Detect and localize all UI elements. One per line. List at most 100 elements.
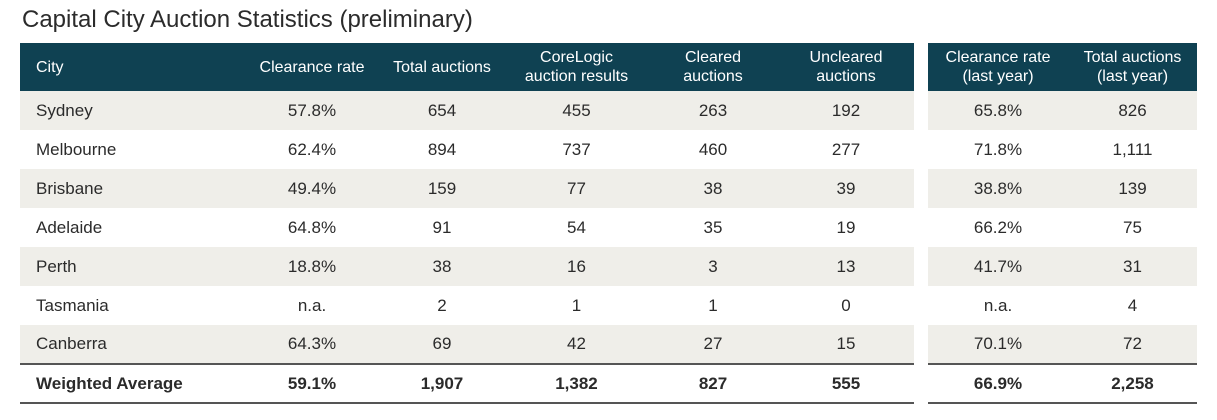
- col-header-total-last-year-line2: (last year): [1096, 68, 1169, 85]
- weighted-average-row: Weighted Average 59.1% 1,907 1,382 827 5…: [20, 363, 914, 404]
- table-row: Sydney 57.8% 654 455 263 192: [20, 91, 914, 130]
- table-row: Melbourne 62.4% 894 737 460 277: [20, 130, 914, 169]
- col-header-total-last-year-line1: Total auctions: [1083, 49, 1182, 66]
- cell-city: Sydney: [20, 91, 245, 130]
- cell-clearance-rate: 18.8%: [245, 247, 379, 286]
- col-header-uncleared-line1: Uncleared: [809, 49, 883, 66]
- total-corelogic: 1,382: [505, 363, 648, 404]
- cell-cleared: 460: [648, 130, 778, 169]
- cell-clearance-last-year: 70.1%: [928, 325, 1068, 364]
- cell-clearance-rate: 57.8%: [245, 91, 379, 130]
- cell-uncleared: 19: [778, 208, 914, 247]
- cell-clearance-last-year: 38.8%: [928, 169, 1068, 208]
- col-header-clearance-last-year-line2: (last year): [962, 68, 1034, 85]
- cell-clearance-rate: 64.3%: [245, 325, 379, 364]
- cell-clearance-rate: 62.4%: [245, 130, 379, 169]
- col-header-total-last-year: Total auctions (last year): [1068, 43, 1197, 91]
- cell-uncleared: 15: [778, 325, 914, 364]
- cell-uncleared: 277: [778, 130, 914, 169]
- last-year-header-row: Clearance rate (last year) Total auction…: [928, 43, 1197, 91]
- cell-cleared: 3: [648, 247, 778, 286]
- last-year-weighted-average-row: 66.9% 2,258: [928, 363, 1197, 404]
- cell-total-last-year: 826: [1068, 91, 1197, 130]
- col-header-clearance-last-year: Clearance rate (last year): [928, 43, 1068, 91]
- cell-corelogic: 737: [505, 130, 648, 169]
- cell-clearance-last-year: 71.8%: [928, 130, 1068, 169]
- cell-corelogic: 77: [505, 169, 648, 208]
- col-header-corelogic-line1: CoreLogic: [540, 49, 613, 66]
- cell-city: Melbourne: [20, 130, 245, 169]
- cell-uncleared: 192: [778, 91, 914, 130]
- col-header-cleared-line1: Cleared: [684, 49, 742, 66]
- last-year-row: 66.2% 75: [928, 208, 1197, 247]
- total-city: Weighted Average: [20, 363, 245, 404]
- col-header-cleared-line2: auctions: [683, 68, 743, 85]
- col-header-corelogic-line2: auction results: [524, 68, 629, 85]
- total-clearance-last-year: 66.9%: [928, 363, 1068, 404]
- cell-total-auctions: 654: [379, 91, 505, 130]
- cell-cleared: 27: [648, 325, 778, 364]
- last-year-row: 38.8% 139: [928, 169, 1197, 208]
- table-row: Adelaide 64.8% 91 54 35 19: [20, 208, 914, 247]
- cell-clearance-rate: n.a.: [245, 286, 379, 325]
- cell-total-auctions: 69: [379, 325, 505, 364]
- col-header-uncleared: Uncleared auctions: [778, 43, 914, 91]
- col-header-clearance-rate: Clearance rate: [245, 43, 379, 91]
- cell-city: Perth: [20, 247, 245, 286]
- last-year-row: 71.8% 1,111: [928, 130, 1197, 169]
- cell-total-auctions: 2: [379, 286, 505, 325]
- cell-city: Tasmania: [20, 286, 245, 325]
- last-year-row: 70.1% 72: [928, 325, 1197, 364]
- cell-clearance-last-year: 65.8%: [928, 91, 1068, 130]
- col-header-cleared: Cleared auctions: [648, 43, 778, 91]
- page-title: Capital City Auction Statistics (prelimi…: [22, 6, 473, 33]
- cell-total-last-year: 31: [1068, 247, 1197, 286]
- cell-uncleared: 39: [778, 169, 914, 208]
- cell-uncleared: 0: [778, 286, 914, 325]
- cell-clearance-last-year: 41.7%: [928, 247, 1068, 286]
- cell-clearance-rate: 49.4%: [245, 169, 379, 208]
- cell-total-last-year: 72: [1068, 325, 1197, 364]
- cell-corelogic: 42: [505, 325, 648, 364]
- table-header-row: City Clearance rate Total auctions CoreL…: [20, 43, 914, 91]
- table-row: Brisbane 49.4% 159 77 38 39: [20, 169, 914, 208]
- cell-corelogic: 455: [505, 91, 648, 130]
- table-row: Canberra 64.3% 69 42 27 15: [20, 325, 914, 364]
- last-year-row: 65.8% 826: [928, 91, 1197, 130]
- col-header-uncleared-line2: auctions: [816, 68, 876, 85]
- cell-cleared: 263: [648, 91, 778, 130]
- col-header-total-auctions: Total auctions: [379, 43, 505, 91]
- total-clearance-rate: 59.1%: [245, 363, 379, 404]
- cell-total-auctions: 91: [379, 208, 505, 247]
- cell-clearance-last-year: n.a.: [928, 286, 1068, 325]
- last-year-table: Clearance rate (last year) Total auction…: [928, 43, 1197, 404]
- last-year-row: n.a. 4: [928, 286, 1197, 325]
- cell-city: Adelaide: [20, 208, 245, 247]
- cell-total-last-year: 4: [1068, 286, 1197, 325]
- cell-total-auctions: 894: [379, 130, 505, 169]
- col-header-clearance-last-year-line1: Clearance rate: [945, 49, 1051, 66]
- total-cleared: 827: [648, 363, 778, 404]
- col-header-city: City: [20, 43, 245, 91]
- cell-total-last-year: 75: [1068, 208, 1197, 247]
- cell-clearance-rate: 64.8%: [245, 208, 379, 247]
- cell-clearance-last-year: 66.2%: [928, 208, 1068, 247]
- cell-corelogic: 54: [505, 208, 648, 247]
- total-uncleared: 555: [778, 363, 914, 404]
- table-row: Perth 18.8% 38 16 3 13: [20, 247, 914, 286]
- cell-total-auctions: 38: [379, 247, 505, 286]
- cell-cleared: 38: [648, 169, 778, 208]
- cell-total-last-year: 1,111: [1068, 130, 1197, 169]
- cell-total-last-year: 139: [1068, 169, 1197, 208]
- cell-cleared: 35: [648, 208, 778, 247]
- cell-cleared: 1: [648, 286, 778, 325]
- cell-city: Canberra: [20, 325, 245, 364]
- cell-city: Brisbane: [20, 169, 245, 208]
- table-row: Tasmania n.a. 2 1 1 0: [20, 286, 914, 325]
- last-year-row: 41.7% 31: [928, 247, 1197, 286]
- total-total-last-year: 2,258: [1068, 363, 1197, 404]
- cell-corelogic: 16: [505, 247, 648, 286]
- cell-total-auctions: 159: [379, 169, 505, 208]
- auction-stats-table: City Clearance rate Total auctions CoreL…: [20, 43, 914, 404]
- cell-corelogic: 1: [505, 286, 648, 325]
